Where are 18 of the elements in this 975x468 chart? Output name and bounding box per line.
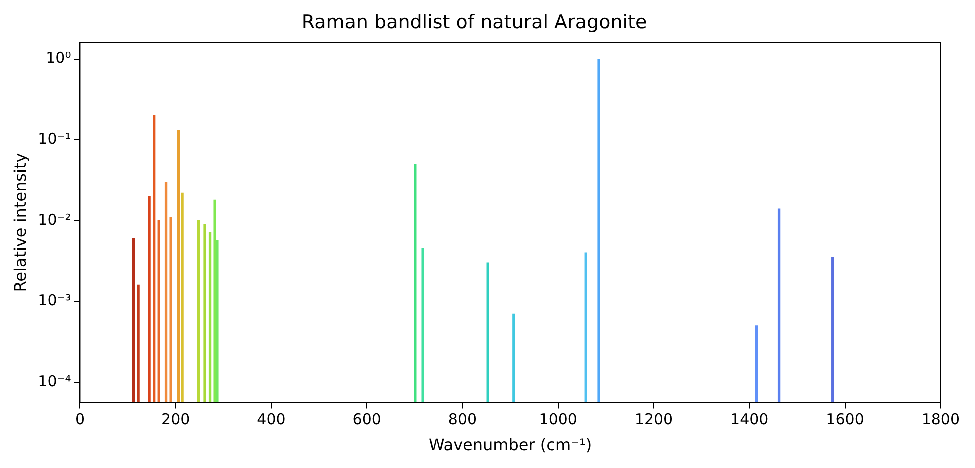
y-tick-label: 10⁻⁴ xyxy=(38,372,72,390)
x-tick-label: 1000 xyxy=(539,410,578,429)
x-tick-label: 400 xyxy=(257,410,286,429)
x-tick-label: 1200 xyxy=(634,410,674,429)
x-axis-title: Wavenumber (cm⁻¹) xyxy=(428,436,592,455)
x-tick-label: 200 xyxy=(162,410,190,429)
x-tick-label: 1400 xyxy=(730,410,769,429)
y-tick-label: 10⁻² xyxy=(38,210,72,229)
y-tick-label: 10⁻³ xyxy=(38,292,72,310)
x-tick-label: 800 xyxy=(448,410,478,429)
x-tick-label: 1800 xyxy=(922,410,960,429)
y-tick-label: 10⁰ xyxy=(46,49,72,68)
y-axis-title: Relative intensity xyxy=(10,153,30,292)
x-tick-label: 1600 xyxy=(826,410,864,429)
x-tick-label: 600 xyxy=(352,410,382,429)
chart-title: Raman bandlist of natural Aragonite xyxy=(302,11,648,34)
x-tick-label: 0 xyxy=(75,410,85,429)
y-tick-label: 10⁻¹ xyxy=(38,130,72,148)
